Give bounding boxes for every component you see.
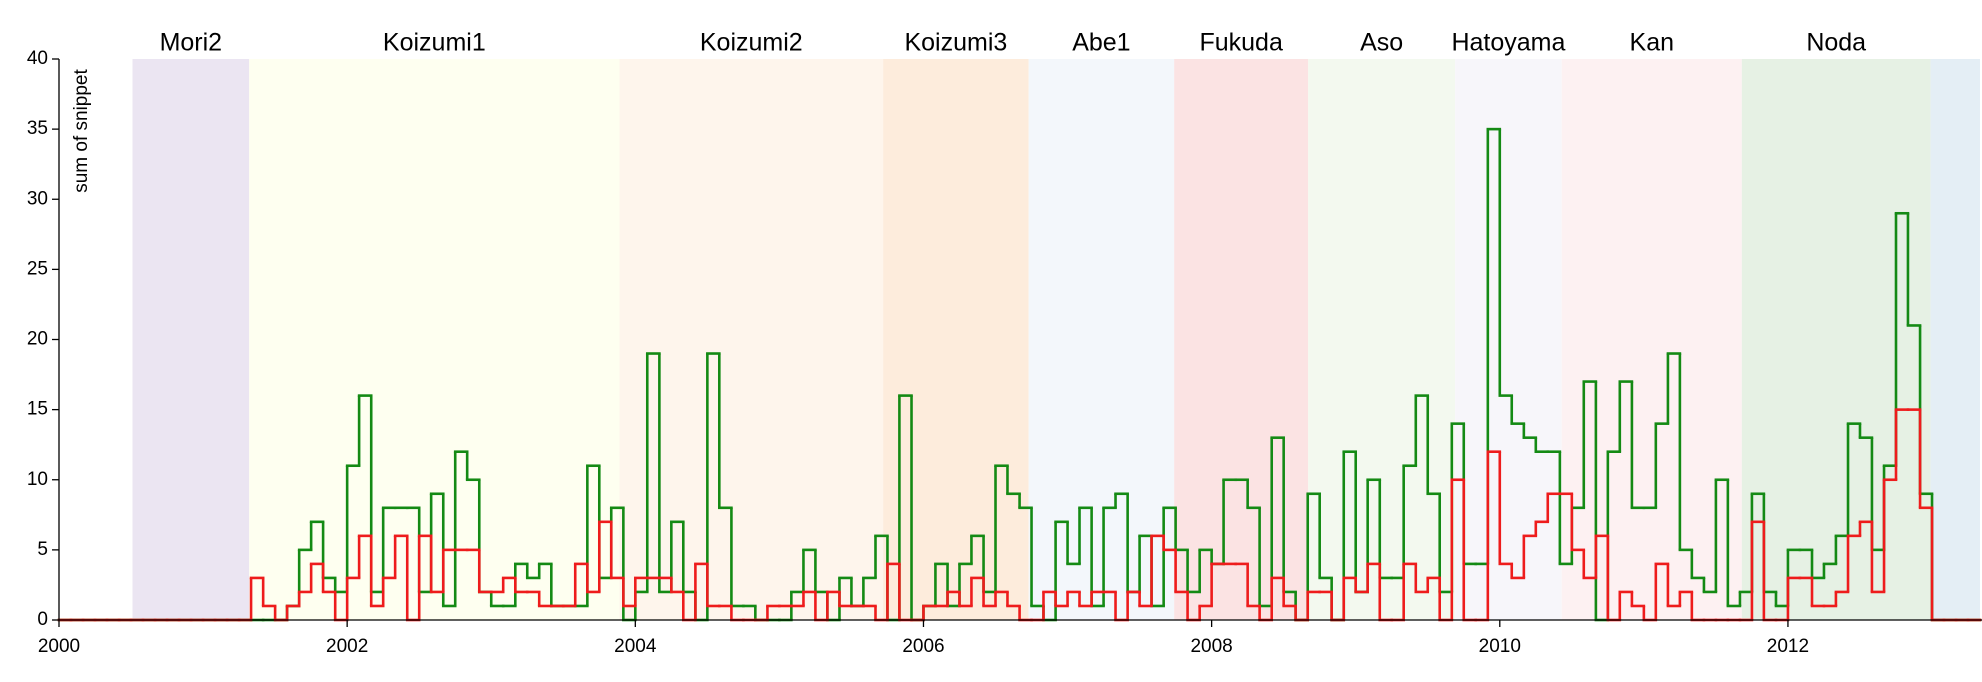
period-label: Aso [1360, 29, 1403, 57]
x-tick-label: 2002 [326, 636, 368, 657]
period-band [1028, 59, 1175, 620]
period-band [249, 59, 620, 620]
y-tick-label: 35 [27, 118, 48, 139]
period-label: Noda [1806, 29, 1866, 57]
period-band [883, 59, 1029, 620]
x-tick-label: 2004 [614, 636, 657, 657]
period-band [619, 59, 884, 620]
period-label: Koizumi2 [700, 29, 803, 57]
period-label: Koizumi3 [904, 29, 1007, 57]
x-tick-label: 2012 [1767, 636, 1809, 657]
period-label: Fukuda [1199, 29, 1282, 57]
axes: 0 5 10 15 20 25 30 35 40 2000 2002 2004 2006 2008 2010… [27, 48, 1982, 657]
x-tick-label: 2008 [1190, 636, 1232, 657]
y-tick-label: 15 [27, 399, 48, 420]
y-tick-label: 5 [37, 539, 48, 560]
y-tick-label: 10 [27, 469, 48, 490]
period-band [1174, 59, 1309, 620]
y-tick-label: 20 [27, 329, 48, 350]
period-band [1455, 59, 1562, 620]
x-tick-label: 2000 [38, 636, 80, 657]
period-label: Koizumi1 [383, 29, 486, 57]
period-label: Mori2 [160, 29, 223, 57]
y-tick-label: 30 [27, 188, 48, 209]
period-band [132, 59, 250, 620]
period-label: Abe1 [1072, 29, 1130, 57]
period-band [1561, 59, 1742, 620]
y-tick-label: 0 [37, 609, 48, 630]
period-band [1308, 59, 1456, 620]
period-band [1930, 59, 1980, 620]
period-band [1741, 59, 1931, 620]
y-tick-label: 40 [27, 48, 48, 69]
x-tick-label: 2006 [902, 636, 944, 657]
y-axis-label: sum of snippet [71, 69, 92, 193]
x-tick-label: 2010 [1479, 636, 1521, 657]
period-label: Kan [1630, 29, 1674, 57]
period-label: Hatoyama [1451, 29, 1565, 57]
period-bands: Mori2 Koizumi1 Koizumi2 Koizumi3 Abe1 Fukuda A… [132, 29, 1980, 620]
y-tick-label: 25 [27, 258, 48, 279]
